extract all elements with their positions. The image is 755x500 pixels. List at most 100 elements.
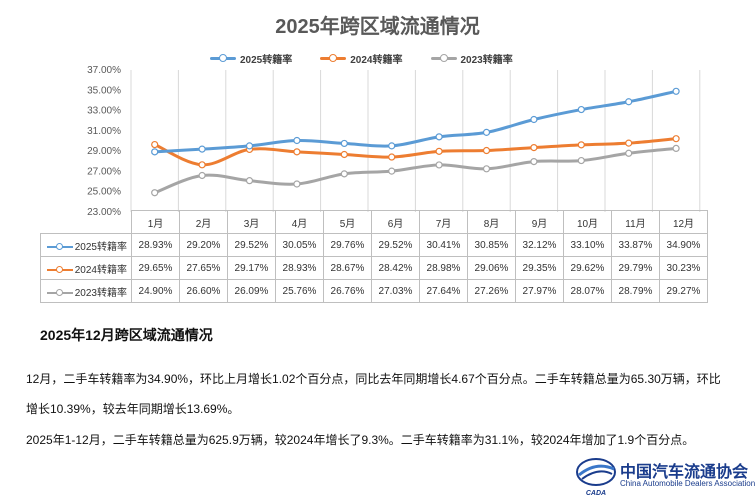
data-point [198, 145, 206, 153]
data-point [340, 139, 348, 148]
data-label: 26.60% [179, 279, 228, 303]
category-label: 8月 [467, 210, 516, 234]
data-label: 27.26% [467, 279, 516, 303]
data-label: 28.07% [563, 279, 612, 303]
data-label: 24.90% [131, 279, 180, 303]
data-point [340, 170, 348, 178]
data-label: 29.62% [563, 256, 612, 280]
summary-paragraph-annual: 2025年1-12月，二手车转籍总量为625.9万辆，较2024年增长了9.3%… [26, 433, 695, 447]
table-row: 2025转籍率 28.93% 29.20% 29.52% 30.05% 29.76% 29.… [40, 233, 708, 257]
data-label: 30.41% [419, 233, 468, 257]
logo-text-cn: 中国汽车流通协会 [620, 464, 749, 481]
data-label: 29.35% [515, 256, 564, 280]
data-label: 28.98% [419, 256, 468, 280]
data-label: 27.65% [179, 256, 228, 280]
series-name-cell: 2024转籍率 [40, 256, 132, 280]
data-point [530, 115, 538, 124]
data-label: 33.87% [611, 233, 660, 257]
data-label: 27.97% [515, 279, 564, 303]
legend-swatch [320, 53, 347, 63]
data-point [245, 177, 254, 185]
data-label: 28.93% [131, 233, 180, 257]
category-label: 4月 [275, 210, 324, 234]
data-label: 29.52% [371, 233, 420, 257]
data-label: 28.42% [371, 256, 420, 280]
data-point [245, 142, 254, 150]
data-table: 1月 2月 3月 4月 5月 6月 7月 8月 9月 10月 11月 12月 2025转籍率 28.93%… [40, 210, 708, 303]
data-label: 29.76% [323, 233, 372, 257]
data-point [482, 146, 491, 155]
data-label: 29.20% [179, 233, 228, 257]
data-point [388, 167, 396, 175]
data-point [625, 139, 633, 147]
y-axis-ticks: 23.00%25.00%27.00%29.00%31.00%33.00%35.0… [87, 65, 121, 215]
table-row: 2024转籍率 29.65% 27.65% 29.17% 28.93% 28.67% 28.… [40, 256, 708, 280]
series-name: 2025转籍率 [74, 241, 127, 253]
y-tick-label: 29.00% [87, 146, 121, 157]
data-point [672, 87, 680, 95]
logo-text-en: China Automobile Dealers Association [620, 479, 755, 488]
data-point [151, 148, 159, 156]
y-tick-label: 27.00% [87, 166, 121, 177]
data-label: 26.76% [323, 279, 372, 303]
y-tick-label: 35.00% [87, 85, 121, 96]
category-label: 6月 [371, 210, 420, 234]
data-label: 29.17% [227, 256, 276, 280]
series-line [154, 89, 677, 154]
section-heading: 2025年12月跨区域流通情况 [40, 327, 213, 343]
data-point [625, 149, 633, 157]
category-label: 7月 [419, 210, 468, 234]
legend-swatch [430, 53, 457, 63]
data-label: 29.06% [467, 256, 516, 280]
data-point [198, 161, 206, 169]
y-tick-label: 33.00% [87, 106, 121, 117]
category-label: 5月 [323, 210, 372, 234]
category-label: 12月 [659, 210, 708, 234]
data-point [577, 156, 585, 165]
data-label: 34.90% [659, 233, 708, 257]
series-name: 2024转籍率 [74, 264, 127, 276]
data-point [293, 148, 301, 156]
data-label: 29.79% [611, 256, 660, 280]
category-label: 3月 [227, 210, 276, 234]
y-tick-label: 25.00% [87, 187, 121, 198]
category-label: 11月 [611, 210, 660, 234]
data-label: 25.76% [275, 279, 324, 303]
data-point [198, 171, 206, 180]
chart-legend: 2025转籍率 2024转籍率 2023转籍率 [210, 50, 513, 66]
data-point [435, 147, 443, 155]
data-point [530, 143, 538, 152]
table-row: 2023转籍率 24.90% 26.60% 26.09% 25.76% 26.76% 27.… [40, 279, 708, 303]
series-name: 2023转籍率 [74, 287, 127, 299]
grid-lines [130, 70, 701, 212]
legend-swatch [210, 53, 236, 63]
data-label: 27.03% [371, 279, 420, 303]
series-key-icon [46, 242, 73, 251]
series-name-cell: 2023转籍率 [40, 279, 132, 303]
summary-paragraph-monthly: 12月，二手车转籍率为34.90%，环比上月增长1.02个百分点，同比去年同期增… [26, 372, 721, 416]
series-lines [151, 87, 680, 197]
series-key-icon [46, 288, 73, 297]
series-line [154, 146, 677, 195]
data-point [482, 128, 491, 136]
category-label: 1月 [131, 210, 180, 234]
series-name-cell: 2025转籍率 [40, 233, 132, 257]
data-label: 28.67% [323, 256, 372, 280]
table-header-row: 1月 2月 3月 4月 5月 6月 7月 8月 9月 10月 11月 12月 [40, 210, 708, 234]
data-point [293, 180, 301, 188]
data-point [151, 189, 159, 197]
cada-logo: CADA 中国汽车流通协会 China Automobile Dealers A… [570, 453, 755, 500]
category-label: 2月 [179, 210, 228, 234]
data-label: 30.05% [275, 233, 324, 257]
series-line [154, 137, 677, 167]
data-point [625, 98, 633, 106]
legend-item: 2023转籍率 [430, 50, 513, 66]
data-point [482, 165, 491, 173]
data-label: 29.65% [131, 256, 180, 280]
data-label: 26.09% [227, 279, 276, 303]
data-label: 30.85% [467, 233, 516, 257]
data-point [293, 136, 301, 145]
legend-item: 2025转籍率 [210, 50, 292, 66]
table-corner [40, 210, 132, 234]
data-label: 29.52% [227, 233, 276, 257]
